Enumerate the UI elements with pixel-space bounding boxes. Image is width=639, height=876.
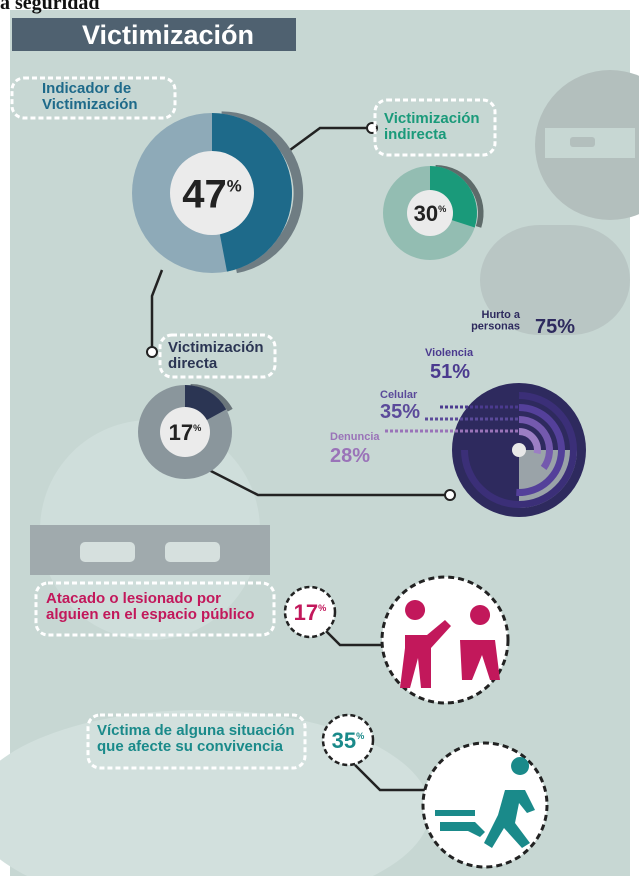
label-line: alguien en el espacio público bbox=[46, 606, 254, 623]
label-line: Celular bbox=[380, 389, 418, 401]
label-line: Victimización bbox=[168, 339, 264, 356]
percent: 75% bbox=[535, 316, 575, 338]
connectors bbox=[150, 126, 448, 792]
label: Atacado o lesionado por alguien en el esp… bbox=[46, 590, 254, 623]
label: Hurto a personas bbox=[471, 309, 521, 333]
label-box bbox=[158, 333, 277, 379]
percent-value: 47 bbox=[182, 172, 227, 216]
label-box bbox=[373, 98, 497, 157]
percent-badge bbox=[321, 713, 375, 767]
label-line: Atacado o lesionado por bbox=[46, 590, 221, 607]
percent-value: 75 bbox=[535, 316, 557, 338]
label-line: Indicador de bbox=[42, 80, 131, 97]
donut-hole bbox=[407, 190, 453, 236]
percent-unit: % bbox=[193, 423, 201, 433]
label-line: que afecte su convivencia bbox=[97, 738, 284, 755]
label: Denuncia bbox=[330, 431, 380, 443]
label: Victimización directa bbox=[168, 339, 264, 372]
decor bbox=[0, 710, 430, 876]
percent-value: 35 bbox=[380, 401, 402, 423]
percent: 35% bbox=[332, 728, 365, 753]
label-line: directa bbox=[168, 355, 218, 372]
ring-arc bbox=[516, 404, 565, 497]
ring-center bbox=[512, 443, 526, 457]
label-line: Denuncia bbox=[330, 431, 380, 443]
label-line: Hurto a bbox=[482, 309, 521, 321]
ring-arc bbox=[519, 428, 541, 455]
decor bbox=[80, 542, 135, 562]
icon bbox=[484, 757, 535, 848]
percent-value: 17 bbox=[294, 600, 318, 625]
donut-shadow bbox=[221, 111, 304, 274]
icon bbox=[400, 600, 451, 688]
label-line: Violencia bbox=[425, 347, 474, 359]
percent-value: 17 bbox=[169, 420, 193, 445]
percent-value: 28 bbox=[330, 445, 352, 467]
percent-unit: % bbox=[227, 176, 242, 195]
decor bbox=[30, 525, 270, 575]
percent-unit: % bbox=[318, 603, 326, 613]
ring-arc bbox=[519, 416, 553, 470]
percent: 30% bbox=[414, 201, 447, 226]
percent: 17% bbox=[294, 600, 327, 625]
percent-unit: % bbox=[438, 204, 446, 214]
decor bbox=[570, 137, 595, 147]
donut-hole bbox=[160, 407, 210, 457]
label: Indicador de Victimización bbox=[42, 80, 138, 113]
percent-badge bbox=[283, 585, 337, 639]
header-fragment: a seguridad bbox=[0, 0, 99, 14]
donut-hole bbox=[170, 151, 254, 235]
title-banner bbox=[12, 18, 296, 51]
label: Violencia bbox=[425, 347, 474, 359]
percent-unit: % bbox=[356, 731, 364, 741]
percent: 17% bbox=[169, 420, 202, 445]
label-line: indirecta bbox=[384, 126, 447, 143]
label: Víctima de alguna situación que afecte su… bbox=[97, 722, 295, 755]
percent-value: 30 bbox=[414, 201, 438, 226]
percent: 35% bbox=[380, 401, 420, 423]
icon bbox=[460, 605, 500, 680]
label-line: Víctima de alguna situación bbox=[97, 722, 295, 739]
label-line: Victimización bbox=[384, 110, 480, 127]
label-line: personas bbox=[471, 321, 520, 333]
percent: 28% bbox=[330, 445, 370, 467]
label: Victimización indirecta bbox=[384, 110, 480, 143]
label-box bbox=[34, 581, 276, 637]
percent: 47% bbox=[182, 172, 242, 216]
decor bbox=[480, 225, 630, 335]
percent-value: 35 bbox=[332, 728, 356, 753]
title: Victimización bbox=[82, 20, 254, 50]
label: Celular bbox=[380, 389, 418, 401]
percent-unit: % bbox=[402, 401, 420, 423]
icon bbox=[435, 810, 485, 837]
percent-unit: % bbox=[352, 445, 370, 467]
label-box bbox=[86, 713, 307, 770]
percent-value: 51 bbox=[430, 361, 452, 383]
percent: 51% bbox=[430, 361, 470, 383]
label-line: Victimización bbox=[42, 96, 138, 113]
percent-unit: % bbox=[557, 316, 575, 338]
decor bbox=[165, 542, 220, 562]
percent-unit: % bbox=[452, 361, 470, 383]
